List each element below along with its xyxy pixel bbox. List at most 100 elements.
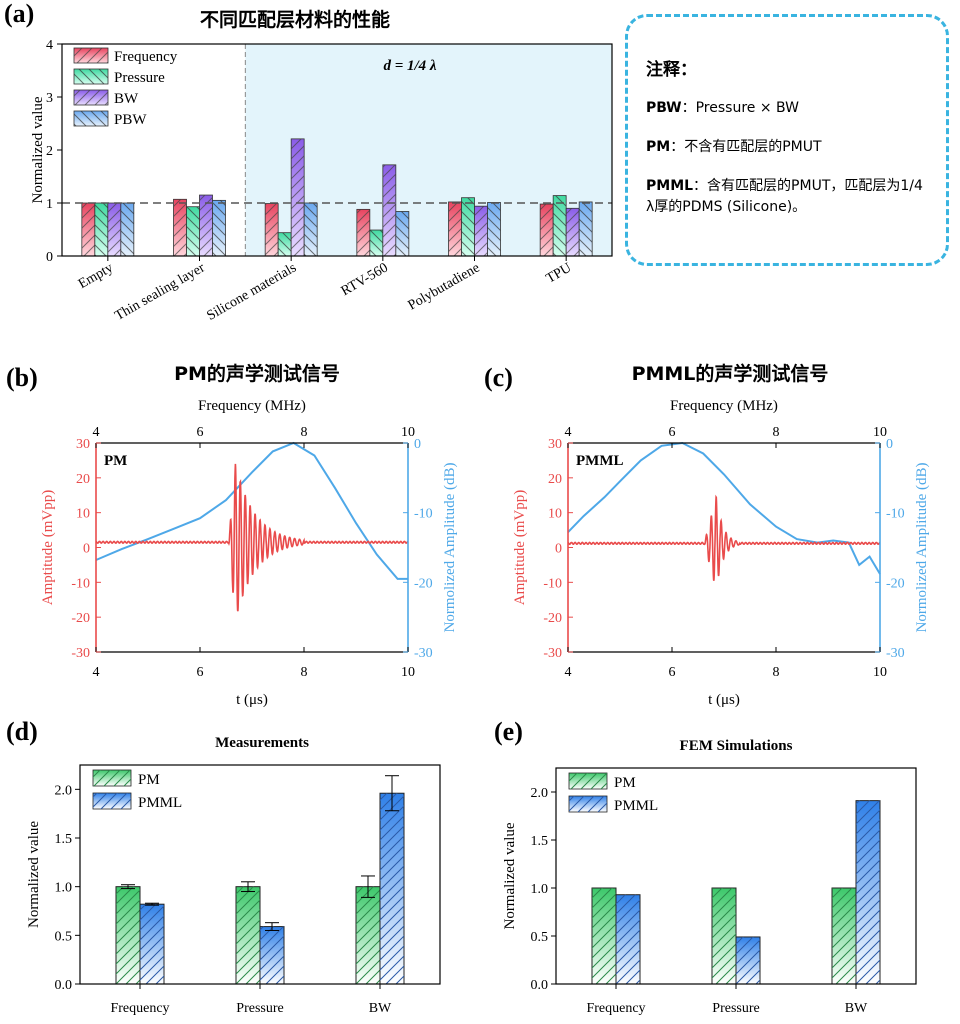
bar-hatch-pm-2: [356, 886, 380, 984]
left-y-tick-label: -30: [71, 646, 90, 661]
y-tick-label: 2.0: [55, 783, 73, 798]
panel-d-label: (d): [6, 717, 38, 746]
x-tick-label: 8: [773, 665, 780, 680]
chart-d: 0.0 0.5 1.0 1.5 2.0 Frequency Pressure BW Normal…: [26, 764, 441, 1016]
y-tick-label: 1: [46, 197, 53, 212]
legend-swatch-hatch-pm: [93, 770, 131, 786]
right-y-tick-label: -20: [886, 576, 905, 591]
left-y-tick-label: 0: [83, 542, 90, 557]
y-tick-label: 2: [46, 144, 53, 159]
y-tick-label: 1.0: [55, 881, 73, 896]
y-axis-label: Normalized value: [26, 821, 42, 928]
spectrum-line: [567, 441, 881, 575]
bar-hatch-pbw-5: [579, 201, 593, 256]
y-tick-label: 0.5: [531, 930, 549, 945]
x-tick-label: 10: [873, 665, 887, 680]
legend-label-pm: PM: [138, 772, 160, 788]
left-y-tick-label: 10: [548, 507, 562, 522]
legend-swatch-hatch-2: [74, 90, 108, 105]
right-y-axis-label: Normolized Amplitude (dB): [914, 463, 930, 633]
top-x-axis-label: Frequency (MHz): [670, 398, 778, 414]
bar-hatch-pmml-0: [140, 904, 164, 984]
bar-hatch-pbw-3: [395, 211, 409, 256]
note-item-pbw: PBW：Pressure × BW: [646, 100, 799, 116]
y-axis-label: Normalized value: [502, 822, 518, 929]
legend-swatch-hatch-pmml: [93, 793, 131, 809]
x-tick-label: 6: [197, 665, 204, 680]
left-y-tick-label: -30: [543, 646, 562, 661]
bar-hatch-pmml-1: [260, 926, 284, 984]
left-y-tick-label: 30: [76, 437, 90, 452]
top-x-tick-label: 10: [873, 425, 887, 440]
legend-label-1: Pressure: [114, 70, 165, 86]
left-y-tick-label: -20: [71, 611, 90, 626]
legend-label-2: BW: [114, 91, 139, 107]
legend-label-pm: PM: [614, 775, 636, 791]
bar-hatch-pressure-1: [186, 206, 200, 256]
x-tick-label: TPU: [544, 260, 574, 286]
y-tick-label: 0.0: [531, 978, 549, 993]
y-tick-label: 1.5: [55, 832, 73, 847]
bar-hatch-pressure-0: [94, 203, 108, 256]
x-tick-label: Empty: [76, 260, 116, 292]
bar-hatch-pm-0: [116, 886, 140, 984]
time-signal-line: [567, 494, 881, 581]
time-signal-line: [95, 463, 409, 612]
x-tick-label: Frequency: [110, 1001, 169, 1016]
bar-hatch-pmml-1: [736, 936, 760, 984]
legend-label-3: PBW: [114, 112, 147, 128]
x-tick-label: 10: [401, 665, 415, 680]
top-x-tick-label: 10: [401, 425, 415, 440]
left-y-tick-label: -10: [71, 576, 90, 591]
bar-hatch-bw-5: [566, 208, 580, 256]
top-x-axis-label: Frequency (MHz): [198, 398, 306, 414]
top-x-tick-label: 8: [773, 425, 780, 440]
note-item-pm: PM：不含有匹配层的PMUT: [646, 139, 822, 155]
y-tick-label: 1.0: [531, 882, 549, 897]
bar-hatch-pm-0: [592, 888, 616, 984]
x-tick-label: 8: [301, 665, 308, 680]
bar-hatch-bw-3: [382, 164, 396, 256]
x-tick-label: BW: [369, 1001, 392, 1016]
bar-hatch-pbw-0: [120, 203, 134, 256]
thickness-annotation: d = 1/4 λ: [383, 58, 436, 74]
x-tick-label: 4: [565, 665, 572, 680]
right-y-axis-label: Normolized Amplitude (dB): [442, 463, 458, 633]
x-tick-label: Silicone materials: [204, 260, 299, 323]
notes-box: 注释： PBW：Pressure × BW PM：不含有匹配层的PMUT PMM…: [625, 14, 949, 266]
left-y-tick-label: 10: [76, 507, 90, 522]
left-y-tick-label: 30: [548, 437, 562, 452]
x-tick-label: Pressure: [712, 1001, 759, 1016]
left-y-tick-label: 0: [555, 542, 562, 557]
panel-d-title: Measurements: [215, 735, 309, 751]
left-y-axis-label: Amptitude (mVpp): [40, 490, 56, 605]
y-tick-label: 0.0: [55, 978, 73, 993]
right-y-tick-label: 0: [886, 437, 893, 452]
bar-hatch-pm-2: [832, 888, 856, 984]
bar-hatch-pbw-1: [212, 200, 226, 256]
bar-hatch-pbw-2: [304, 203, 318, 256]
bar-hatch-frequency-2: [265, 203, 279, 256]
panel-a-label: (a): [4, 0, 34, 28]
top-x-tick-label: 8: [301, 425, 308, 440]
bar-hatch-pm-1: [236, 886, 260, 984]
bar-hatch-bw-0: [107, 203, 121, 256]
bar-hatch-frequency-1: [173, 199, 187, 256]
legend-swatch-hatch-1: [74, 69, 108, 84]
panel-c-title: PMML的声学测试信号: [632, 362, 829, 385]
right-y-tick-label: -10: [414, 507, 433, 522]
spectrum-line: [95, 441, 408, 580]
panel-b-label: (b): [6, 363, 38, 392]
top-x-tick-label: 6: [669, 425, 676, 440]
top-x-tick-label: 6: [197, 425, 204, 440]
left-y-tick-label: -20: [543, 611, 562, 626]
panel-e-title: FEM Simulations: [680, 738, 793, 754]
bar-hatch-pmml-2: [380, 793, 404, 984]
x-tick-label: 4: [93, 665, 100, 680]
left-y-axis-label: Amptitude (mVpp): [512, 490, 528, 605]
bar-hatch-pm-1: [712, 888, 736, 984]
